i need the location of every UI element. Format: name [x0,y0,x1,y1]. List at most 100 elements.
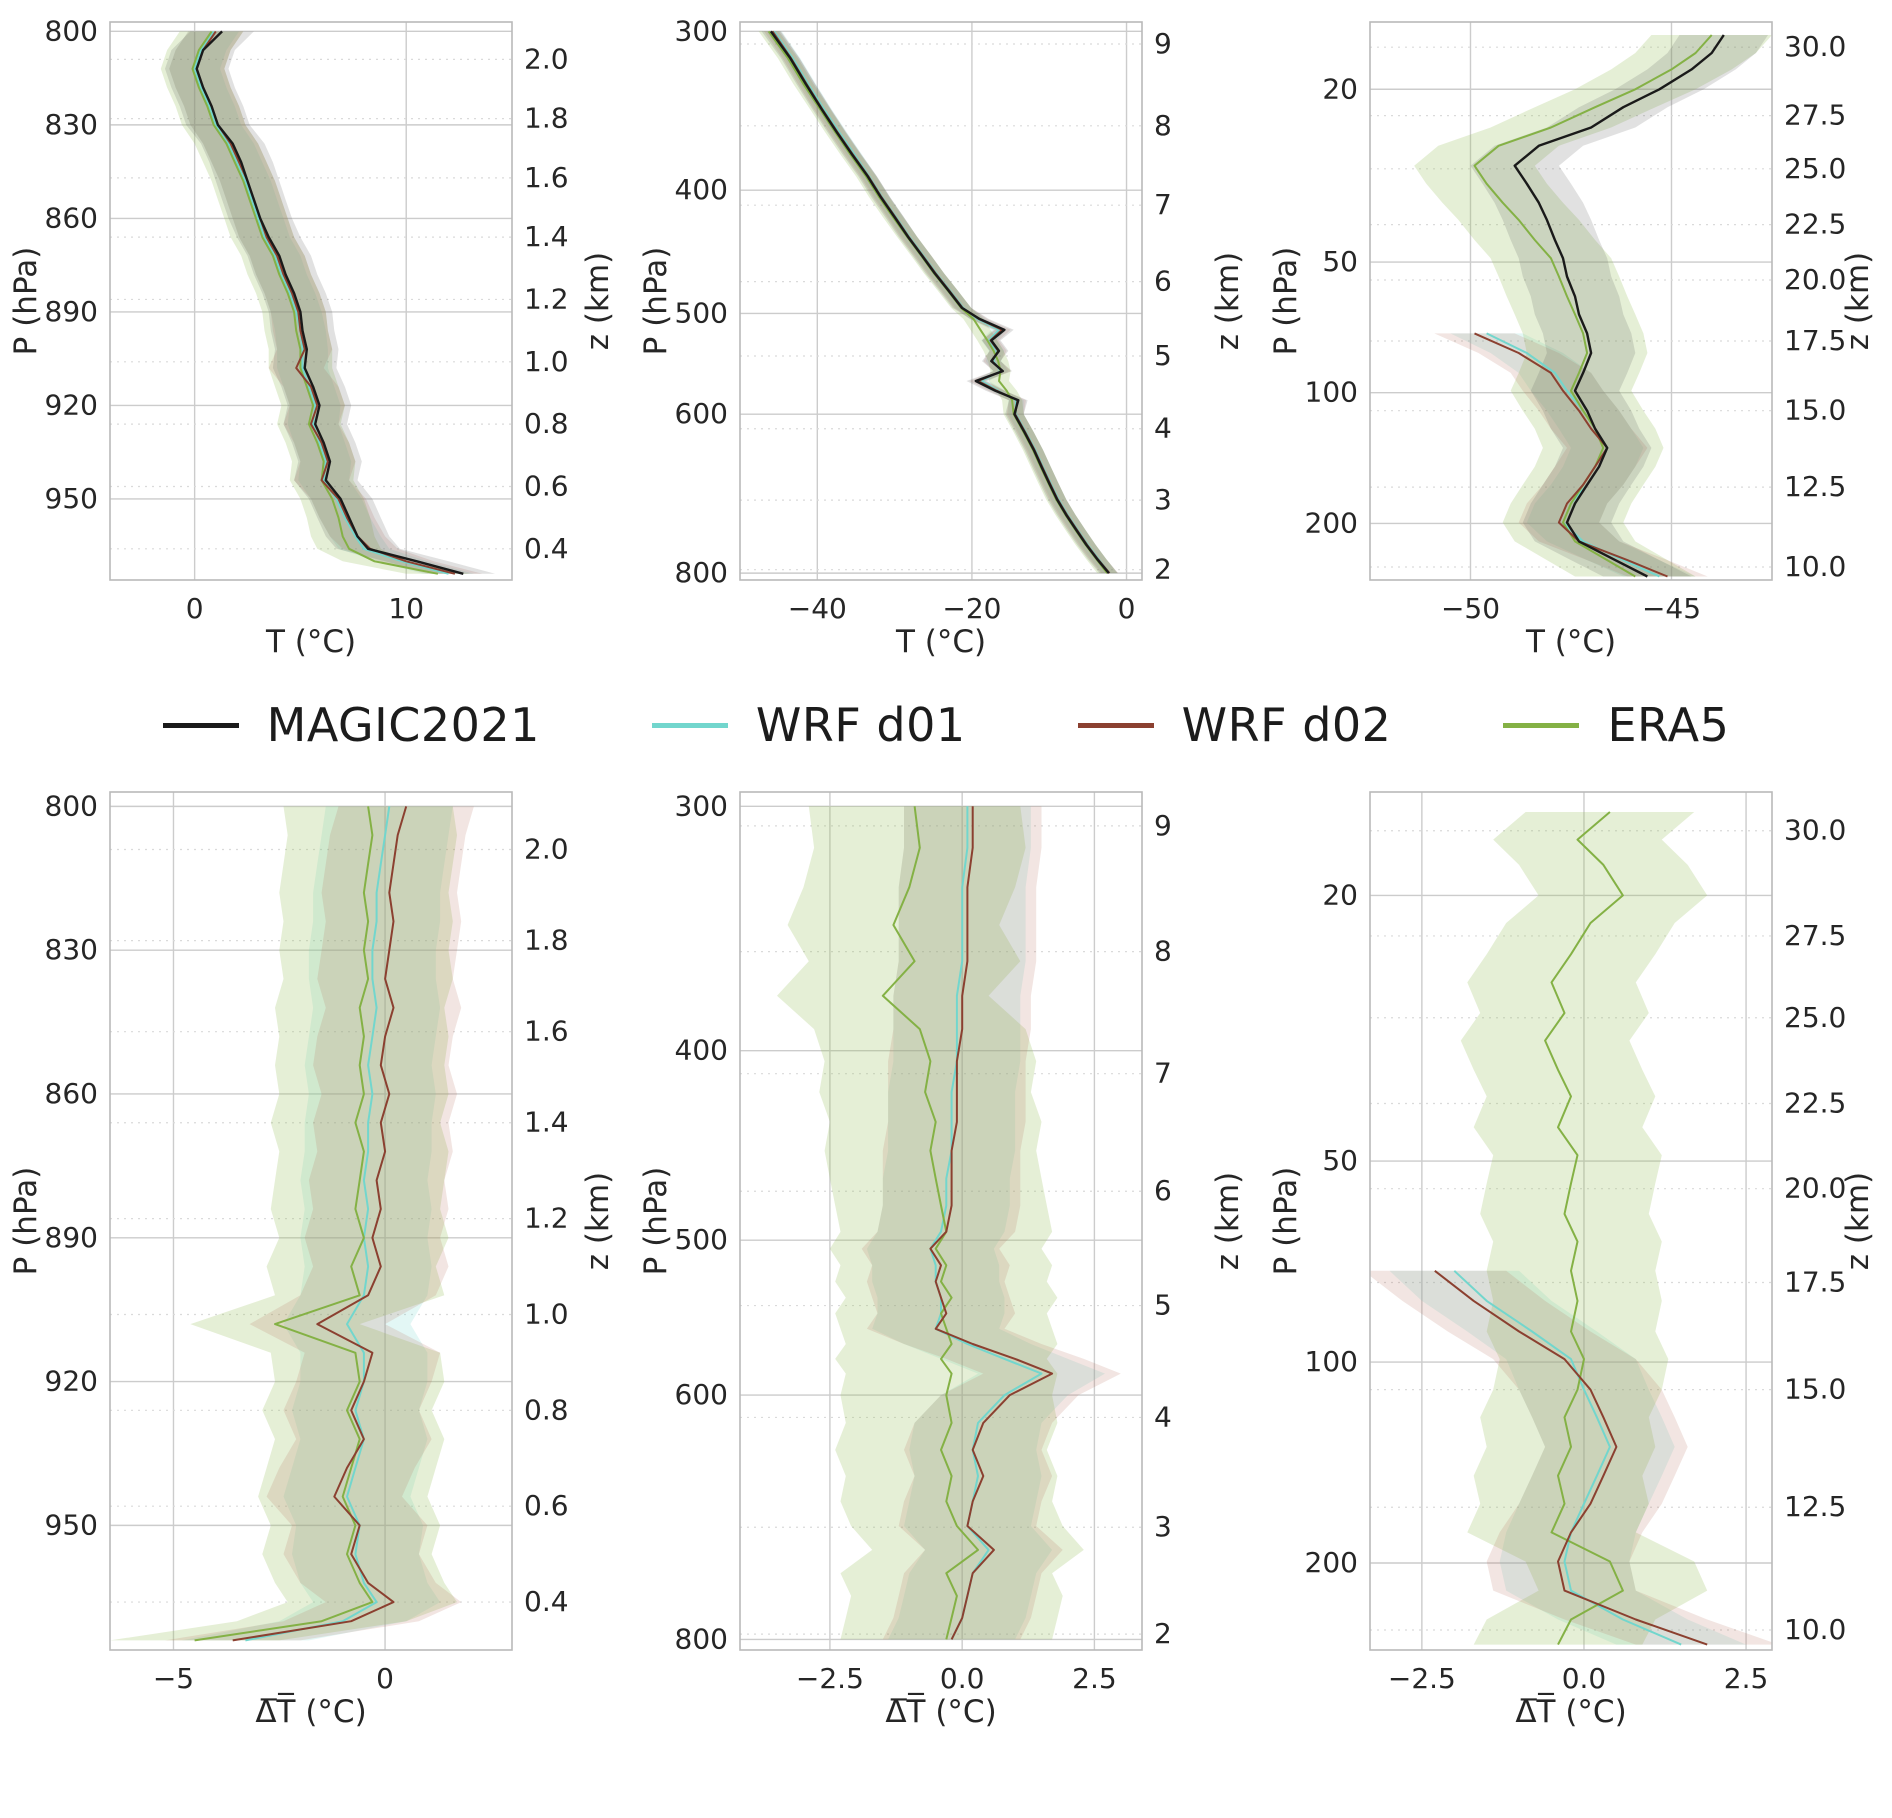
x-tick-label: −5 [153,1662,194,1695]
height-tick-label: 8 [1154,935,1172,968]
pressure-tick-label: 800 [45,789,98,822]
pressure-tick-label: 890 [45,295,98,328]
era5-line-swatch [1503,722,1580,728]
height-tick-label: 1.0 [524,1297,569,1330]
height-tick-label: 4 [1154,412,1172,445]
pressure-tick-label: 50 [1322,1144,1358,1177]
height-tick-label: 1.8 [524,924,569,957]
axis-tick-labels: −5 0 800 830 860 890 920 950 2.0 1.8 1.6 1.4 1.2 1.0 0… [45,789,569,1695]
top-row: 0 10 800 830 860 890 920 950 2.0 1.8 1.6 1.4 1.2 1.0 0… [6,8,1886,668]
uncertainty-bands [758,31,1118,574]
band-wrf-d01 [181,806,453,1641]
band-magic2021 [165,31,496,574]
wrf-d01-line-swatch [651,722,728,728]
delta-t-chart-low: −5 0 800 830 860 890 920 950 2.0 1.8 1.6 1.4 1.2 1.0 0… [6,778,626,1738]
y-axis-title-right: z (km) [580,252,616,350]
plot-frame [739,21,1143,581]
height-tick-label: 1.4 [524,220,569,253]
pressure-tick-label: 920 [45,388,98,421]
legend-label: WRF d02 [1181,698,1392,752]
y-axis-title-left: P (hPa) [638,247,674,356]
pressure-tick-label: 20 [1322,72,1358,105]
x-tick-label: −50 [1441,592,1500,625]
pressure-tick-label: 890 [45,1221,98,1254]
height-tick-label: 20.0 [1784,1172,1846,1205]
height-tick-label: 12.5 [1784,470,1846,503]
band-wrf-d01 [866,806,1105,1640]
x-tick-label: 2.5 [1072,1662,1117,1695]
axis-titles: Δ̅T̅ (°C) P (hPa) z (km) [8,1167,616,1730]
band-wrf-d01 [1450,333,1696,577]
height-tick-label: 2 [1154,1617,1172,1650]
x-tick-label: −2.5 [796,1662,864,1695]
band-magic2021 [1470,35,1768,577]
gridlines [110,792,512,1650]
legend-label: MAGIC2021 [266,698,540,752]
height-tick-label: 1.6 [524,161,569,194]
pressure-tick-label: 20 [1322,878,1358,911]
pressure-tick-label: 800 [675,556,728,589]
height-tick-label: 25.0 [1784,152,1846,185]
x-tick-label: 0 [186,592,204,625]
height-tick-label: 15.0 [1784,394,1846,427]
band-era5 [1460,812,1708,1645]
height-tick-label: 9 [1154,809,1172,842]
panel-delta-t-low: −5 0 800 830 860 890 920 950 2.0 1.8 1.6 1.4 1.2 1.0 0… [6,778,626,1738]
pressure-tick-label: 800 [45,14,98,47]
x-tick-label: −45 [1642,592,1701,625]
pressure-tick-label: 600 [675,397,728,430]
uncertainty-bands [1370,812,1772,1645]
panel-temperature-high: −50 −45 20 50 100 200 30.0 27.5 25.0 22.5 20.0 17.5… [1266,8,1886,668]
plot-frame [739,791,1143,1651]
axis-titles: T (°C) P (hPa) z (km) [638,247,1246,660]
wrf-d02-line-swatch [1077,722,1154,728]
pressure-tick-label: 950 [45,1508,98,1541]
legend-label: WRF d01 [755,698,966,752]
line-wrf-d01 [193,30,449,575]
pressure-tick-label: 800 [675,1622,728,1655]
band-era5 [1414,35,1772,577]
legend: MAGIC2021 WRF d01 WRF d02 ERA5 [162,698,1730,752]
band-era5 [758,31,1118,574]
y-axis-title-left: P (hPa) [1268,247,1304,356]
height-tick-label: 10.0 [1784,1613,1846,1646]
bottom-row: −5 0 800 830 860 890 920 950 2.0 1.8 1.6 1.4 1.2 1.0 0… [6,778,1886,1738]
y-axis-title-right: z (km) [1210,1172,1246,1270]
profile-lines [194,806,408,1642]
band-magic2021 [761,31,1118,574]
pressure-tick-label: 860 [45,201,98,234]
height-tick-label: 8 [1154,109,1172,142]
x-tick-label: 0.0 [1562,1662,1607,1695]
x-axis-title: T (°C) [265,624,356,660]
height-tick-label: 22.5 [1784,1087,1846,1120]
delta-t-chart-high: −2.5 0.0 2.5 20 50 100 200 30.0 27.5 25.0 22.5 20.0… [1266,778,1886,1738]
x-tick-label: 10 [388,592,424,625]
height-tick-label: 0.8 [524,1393,569,1426]
height-tick-label: 6 [1154,1174,1172,1207]
height-tick-label: 0.4 [524,1585,569,1618]
plot-frame [1369,791,1773,1651]
pressure-tick-label: 500 [675,296,728,329]
legend-label: ERA5 [1607,698,1730,752]
profile-lines [767,30,1111,574]
height-tick-label: 5 [1154,339,1172,372]
legend-item-era5: ERA5 [1503,698,1729,752]
x-tick-label: −2.5 [1388,1662,1456,1695]
gridlines [110,22,512,580]
y-axis-title-left: P (hPa) [638,1167,674,1276]
band-era5 [110,806,457,1641]
line-wrf-d02 [1434,1270,1708,1646]
height-tick-label: 25.0 [1784,1001,1846,1034]
plot-frame [109,791,513,1651]
x-tick-label: −40 [788,592,847,625]
profile-lines [881,806,1054,1640]
band-wrf-d02 [169,31,483,574]
pressure-tick-label: 600 [675,1378,728,1411]
pressure-tick-label: 50 [1322,245,1358,278]
height-tick-label: 0.4 [524,532,569,565]
x-tick-label: 2.5 [1724,1662,1769,1695]
pressure-tick-label: 920 [45,1365,98,1398]
x-tick-label: 0.0 [940,1662,985,1695]
uncertainty-bands [1414,35,1772,577]
line-wrf-d01 [1453,1270,1682,1646]
